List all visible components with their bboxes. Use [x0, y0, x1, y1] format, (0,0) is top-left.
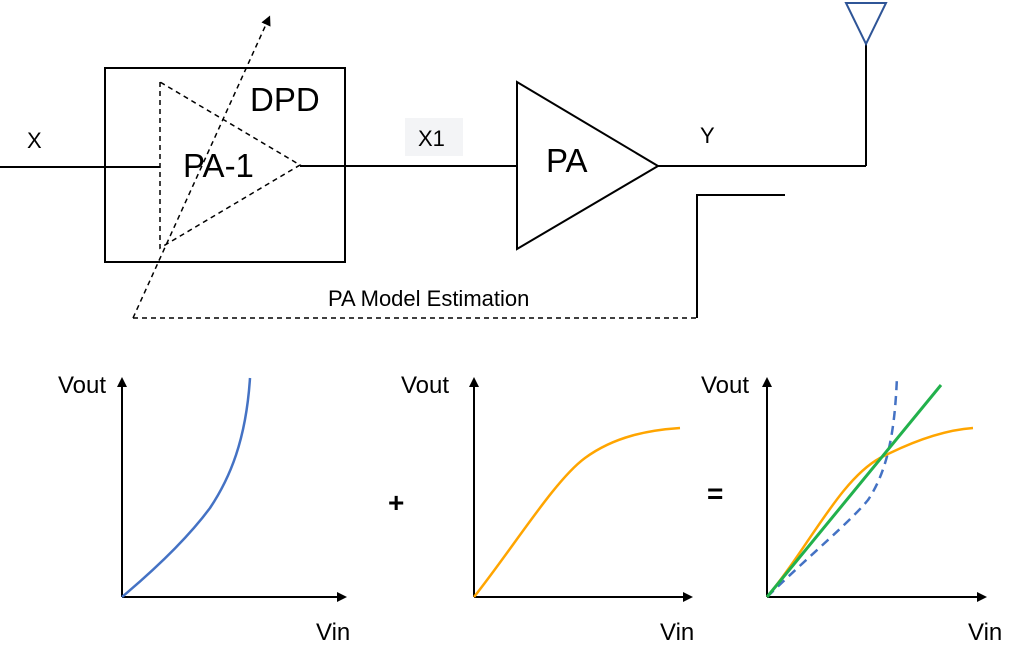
adaptation-arrow: [132, 15, 271, 319]
pa-inverse-label: PA-1: [183, 147, 254, 184]
x-axis-label: Vin: [316, 619, 350, 646]
x-axis-label: Vin: [660, 619, 694, 646]
input-label: X: [27, 128, 42, 153]
plot-pa-curve: Vout Vin: [401, 372, 694, 646]
y-axis-label: Vout: [58, 372, 106, 399]
equals-sign: =: [707, 478, 723, 509]
expansion-curve-dashed: [766, 375, 899, 598]
plot-dpd-curve: Vout Vin: [58, 372, 350, 646]
coupler-line: [696, 194, 785, 318]
plus-sign: +: [388, 487, 404, 518]
plot-combined: Vout Vin: [701, 372, 1002, 646]
expansion-curve: [121, 377, 252, 598]
pa-label: PA: [546, 142, 588, 179]
linear-response-line: [765, 384, 943, 598]
y-axis-label: Vout: [701, 372, 749, 399]
antenna-icon: [844, 2, 888, 47]
pa-triangle: [516, 80, 660, 251]
pa-inverse-triangle: [159, 80, 302, 250]
x-axis-label: Vin: [968, 619, 1002, 646]
intermediate-label: X1: [418, 126, 445, 151]
compression-curve: [766, 426, 974, 598]
compression-curve: [473, 426, 681, 598]
intermediate-label-bg: [405, 118, 463, 156]
dpd-label: DPD: [250, 81, 320, 118]
feedback-label: PA Model Estimation: [328, 286, 529, 311]
output-label: Y: [700, 123, 715, 148]
y-axis-label: Vout: [401, 372, 449, 399]
